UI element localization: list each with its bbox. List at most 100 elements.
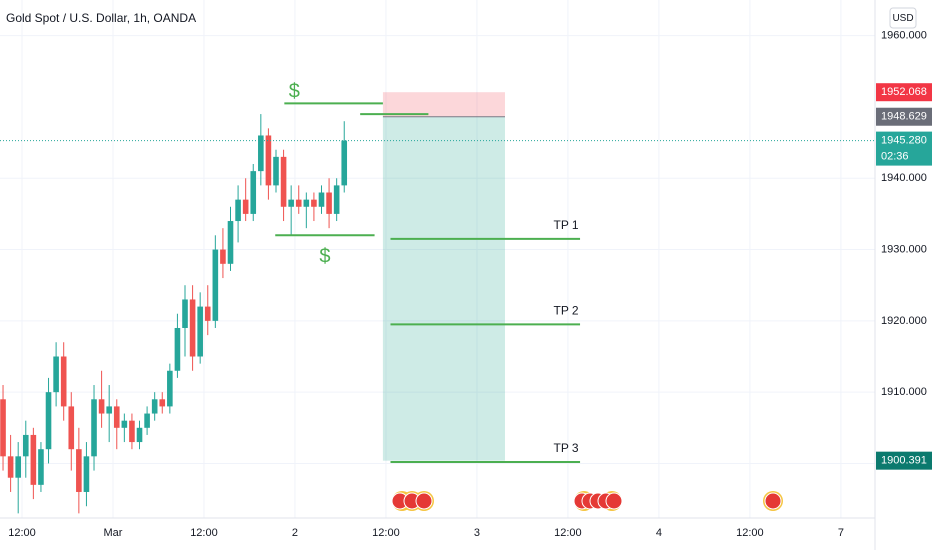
candle-body (15, 456, 21, 478)
candle (265, 128, 272, 200)
candle (242, 178, 249, 222)
candle (333, 178, 340, 222)
candle-body (235, 199, 241, 222)
candle-body (280, 156, 287, 207)
level-label: TP 2 (553, 304, 578, 318)
candle (53, 342, 59, 407)
candle-body (318, 192, 325, 207)
candle-body (106, 406, 112, 414)
price-tag (876, 83, 932, 102)
candle-body (167, 370, 173, 407)
y-tick-label: 1930.000 (881, 243, 927, 255)
candle (204, 285, 211, 336)
candle-body (311, 199, 317, 207)
candle (121, 413, 128, 443)
candle (220, 228, 226, 279)
candle-body (22, 434, 29, 457)
x-tick-label: 12:00 (372, 527, 400, 539)
event-icons (391, 491, 783, 511)
candle (151, 392, 158, 421)
candle-body (121, 420, 128, 428)
candle (91, 385, 97, 471)
candle-body (144, 413, 150, 428)
candle (76, 427, 82, 514)
price-tag (876, 107, 932, 126)
candle-body (53, 356, 59, 393)
candle (326, 178, 332, 229)
candle (303, 192, 310, 229)
candle-body (189, 299, 196, 357)
candle (60, 342, 67, 421)
price-tag-label: 1948.629 (881, 111, 927, 123)
candle (197, 292, 203, 364)
chart-title: Gold Spot / U.S. Dollar, 1h, OANDA (6, 11, 196, 25)
x-tick-label: Mar (104, 527, 123, 539)
level-label: TP 3 (553, 441, 578, 455)
candle-body (98, 399, 105, 414)
candle-body (273, 156, 279, 186)
candle-body (250, 171, 257, 214)
candle (295, 185, 302, 214)
y-tick-label: 1960.000 (881, 30, 927, 42)
x-tick-label: 7 (838, 527, 844, 539)
x-tick-label: 12:00 (8, 527, 36, 539)
candle (68, 392, 75, 471)
candle-body (227, 221, 234, 264)
candle-body (303, 199, 310, 207)
candle-body (197, 306, 203, 357)
candle (318, 185, 325, 214)
level-label: TP 1 (553, 218, 578, 232)
candle-body (341, 140, 348, 186)
candle-body (136, 427, 143, 443)
candle (83, 442, 90, 507)
candle-body (68, 406, 75, 450)
candle-body (212, 249, 219, 321)
candle (136, 420, 143, 450)
candle (189, 285, 196, 371)
candle (106, 385, 112, 443)
candle-body (38, 449, 44, 485)
price-tag-label: 1900.391 (881, 455, 927, 467)
level-label: $ (319, 246, 330, 268)
candle (15, 442, 21, 514)
candle-body (83, 456, 90, 492)
level-label: $ (289, 81, 300, 103)
candle (311, 192, 317, 222)
currency[interactable]: USD (892, 13, 913, 24)
candle-body (30, 434, 37, 485)
plot-area: $ $ TP 1 TP 2 TP 3 (0, 0, 875, 518)
candle (341, 121, 348, 193)
candle-body (45, 392, 52, 450)
x-tick-label: 12:00 (554, 527, 582, 539)
target-zone (382, 116, 505, 461)
stop-zone (382, 92, 505, 117)
x-tick-label: 2 (292, 527, 298, 539)
candle (129, 413, 135, 450)
candle-body (151, 399, 158, 414)
candle-body (159, 399, 166, 407)
candle (250, 163, 257, 222)
y-tick-label: 1910.000 (881, 386, 927, 398)
candle (280, 149, 287, 222)
candle-body (333, 185, 340, 214)
candle-body (60, 356, 67, 407)
price-tag-label: 1952.068 (881, 86, 927, 98)
candle (144, 406, 150, 435)
candle (258, 114, 264, 186)
candle-body (204, 306, 211, 321)
candle-body (295, 199, 302, 207)
candle (45, 377, 52, 464)
price-tag (876, 451, 932, 470)
candle-body (174, 327, 181, 371)
price-tag-label: 1945.280 (881, 135, 927, 147)
candle-body (113, 406, 120, 428)
candle-body (265, 135, 272, 186)
x-tick-label: 3 (474, 527, 480, 539)
currency-button[interactable] (889, 7, 917, 29)
price-tag (876, 131, 932, 166)
candle (0, 385, 6, 471)
candle (174, 313, 181, 378)
candle (227, 206, 234, 271)
